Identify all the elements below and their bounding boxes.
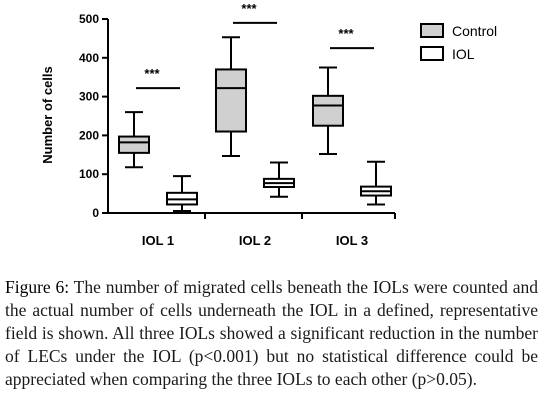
x-axis: IOL 1 IOL 2 IOL 3 xyxy=(108,212,396,248)
box-iqr xyxy=(118,135,150,154)
y-axis: 0 100 200 300 400 500 xyxy=(79,12,109,220)
box-iol-2 xyxy=(263,161,295,198)
box-series xyxy=(118,36,392,213)
legend-entry: Control xyxy=(452,23,497,39)
x-category-label: IOL 2 xyxy=(239,233,271,248)
box-iol-3 xyxy=(360,160,392,206)
y-tick-label: 200 xyxy=(79,128,99,142)
legend: Control IOL xyxy=(420,23,497,62)
significance-label: *** xyxy=(338,26,354,41)
significance-label: *** xyxy=(241,1,257,16)
y-tick-label: 400 xyxy=(79,51,99,65)
caption-label: Figure 6: xyxy=(5,277,70,297)
figure-caption: Figure 6: The number of migrated cells b… xyxy=(5,276,538,391)
box-control-3 xyxy=(312,66,344,156)
legend-swatch xyxy=(420,46,444,61)
box-iqr xyxy=(215,68,247,133)
x-category-label: IOL 3 xyxy=(336,233,368,248)
x-category-label: IOL 1 xyxy=(142,233,174,248)
significance-markers: *** *** *** xyxy=(136,1,374,90)
box-control-2 xyxy=(215,36,247,157)
y-tick-label: 100 xyxy=(79,167,99,181)
caption-text: The number of migrated cells beneath the… xyxy=(5,277,538,389)
y-tick-label: 500 xyxy=(79,12,99,26)
y-tick-label: 300 xyxy=(79,90,99,104)
y-tick-label: 0 xyxy=(92,206,99,220)
box-iqr xyxy=(312,94,344,127)
significance-label: *** xyxy=(144,66,160,81)
legend-entry: IOL xyxy=(452,46,475,62)
y-axis-title: Number of cells xyxy=(40,66,55,164)
legend-swatch xyxy=(420,23,444,38)
box-iol-1 xyxy=(166,175,198,213)
box-control-1 xyxy=(118,111,150,169)
